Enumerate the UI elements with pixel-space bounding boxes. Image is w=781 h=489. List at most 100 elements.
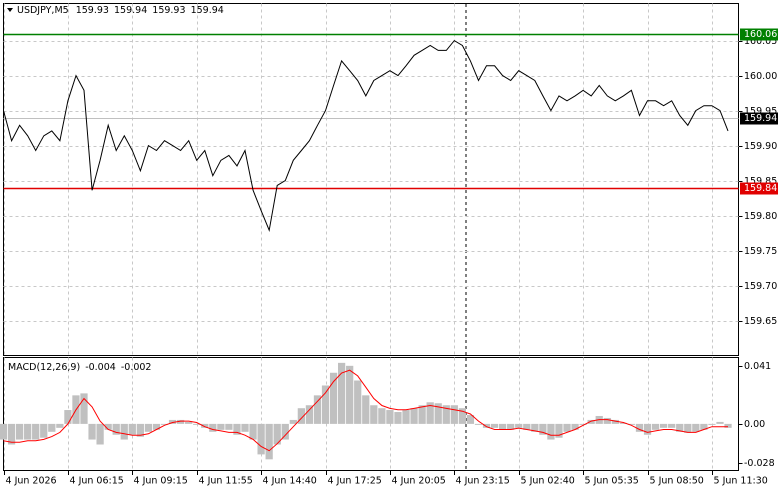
histogram-bar — [7, 423, 16, 445]
histogram-bar — [15, 423, 24, 440]
histogram-bar — [80, 393, 88, 424]
histogram-bar — [499, 423, 507, 430]
y-tick-label: 159.75 — [744, 246, 777, 257]
main-panel — [3, 3, 739, 356]
histogram-bar — [458, 408, 466, 424]
histogram-bar — [466, 414, 475, 424]
histogram-bar — [362, 395, 370, 424]
y-tick-label: 160.05 — [744, 36, 777, 47]
histogram-bar — [482, 423, 491, 428]
histogram-bar — [378, 408, 386, 424]
y-tick-label: 159.85 — [744, 176, 777, 187]
histogram-bar — [555, 423, 563, 438]
histogram-bar — [313, 395, 322, 424]
histogram-bar — [539, 423, 547, 435]
histogram-bar — [88, 423, 96, 440]
histogram-bar — [64, 410, 72, 424]
x-tick-label: 4 Jun 20:05 — [392, 476, 446, 487]
histogram-bar — [257, 423, 265, 455]
histogram-bar — [112, 423, 120, 435]
histogram-bar — [708, 423, 716, 425]
histogram-bar — [56, 423, 64, 428]
histogram-bar — [209, 423, 217, 432]
high: 159.94 — [114, 5, 147, 16]
histogram-bar — [410, 408, 418, 424]
histogram-bar — [684, 423, 692, 433]
level-label: 160.06 — [744, 29, 777, 40]
x-tick-label: 4 Jun 2026 — [6, 476, 57, 487]
histogram-bar — [370, 405, 378, 424]
histogram-bar — [297, 408, 305, 424]
histogram-bar — [434, 403, 442, 424]
histogram-bar — [571, 423, 579, 430]
histogram-bar — [0, 423, 8, 440]
x-tick-label: 5 Jun 11:30 — [714, 476, 768, 487]
histogram-bar — [152, 423, 161, 430]
y-tick-label: 159.65 — [744, 316, 777, 327]
chart-header: USDJPY,M5 159.93 159.94 159.93 159.94 — [17, 5, 224, 16]
histogram-bar — [450, 405, 458, 424]
histogram-bar — [281, 423, 289, 440]
histogram-bar — [305, 405, 314, 424]
histogram-bar — [120, 423, 128, 440]
histogram-bar — [96, 423, 104, 445]
y-tick-label: 159.95 — [744, 106, 777, 117]
current-price-box — [740, 112, 778, 125]
histogram-bar — [40, 423, 48, 438]
level-label-box — [740, 182, 778, 195]
x-tick-label: 5 Jun 02:40 — [521, 476, 575, 487]
y-tick-label: -0.028 — [744, 458, 775, 469]
macd-title: MACD(12,26,9) — [8, 362, 80, 373]
histogram-bar — [643, 423, 652, 435]
y-tick-label: 160.00 — [744, 71, 777, 82]
histogram-bar — [619, 422, 628, 424]
histogram-bar — [587, 419, 595, 424]
histogram-bar — [289, 419, 297, 424]
level-label: 159.84 — [744, 183, 777, 194]
histogram-bar — [603, 417, 611, 424]
level-label-box — [740, 28, 778, 41]
histogram-bar — [692, 423, 700, 432]
histogram-bar — [160, 423, 169, 425]
histogram-bar — [24, 423, 32, 440]
histogram-bar — [635, 423, 644, 432]
y-tick-label: 159.70 — [744, 281, 777, 292]
histogram-bar — [523, 423, 531, 430]
histogram-bar — [48, 423, 56, 432]
histogram-bar — [329, 372, 338, 424]
histogram-bar — [700, 423, 708, 430]
histogram-bar — [651, 423, 660, 430]
open: 159.93 — [76, 5, 109, 16]
x-tick-label: 4 Jun 14:40 — [263, 476, 317, 487]
histogram-bar — [563, 423, 571, 432]
macd-header: MACD(12,26,9) -0.004 -0.002 — [8, 362, 151, 373]
histogram-bar — [273, 423, 281, 445]
x-tick-label: 4 Jun 17:25 — [328, 476, 382, 487]
price-line — [3, 39, 729, 232]
histogram-bar — [217, 423, 225, 430]
signal-line — [3, 369, 728, 452]
current-price-label: 159.94 — [744, 113, 777, 124]
histogram-bar — [490, 423, 499, 428]
histogram-bar — [201, 423, 209, 428]
histogram-bar — [442, 405, 450, 424]
histogram-bar — [241, 423, 249, 432]
signal-value: -0.002 — [121, 362, 152, 373]
x-tick-label: 4 Jun 23:15 — [456, 476, 510, 487]
y-tick-label: 159.90 — [744, 141, 777, 152]
macd-value: -0.004 — [85, 362, 116, 373]
histogram-bar — [386, 410, 394, 424]
histogram-bar — [337, 362, 346, 424]
histogram-bar — [547, 423, 555, 440]
histogram-bar — [676, 423, 684, 432]
histogram-bar — [531, 423, 539, 432]
x-tick-label: 5 Jun 05:35 — [585, 476, 639, 487]
histogram-bar — [144, 423, 153, 432]
histogram-bar — [394, 412, 402, 424]
x-tick-label: 4 Jun 09:15 — [134, 476, 188, 487]
histogram-bar — [346, 365, 354, 424]
histogram-bar — [265, 423, 273, 460]
histogram-bar — [193, 423, 201, 425]
histogram-bar — [474, 423, 483, 425]
